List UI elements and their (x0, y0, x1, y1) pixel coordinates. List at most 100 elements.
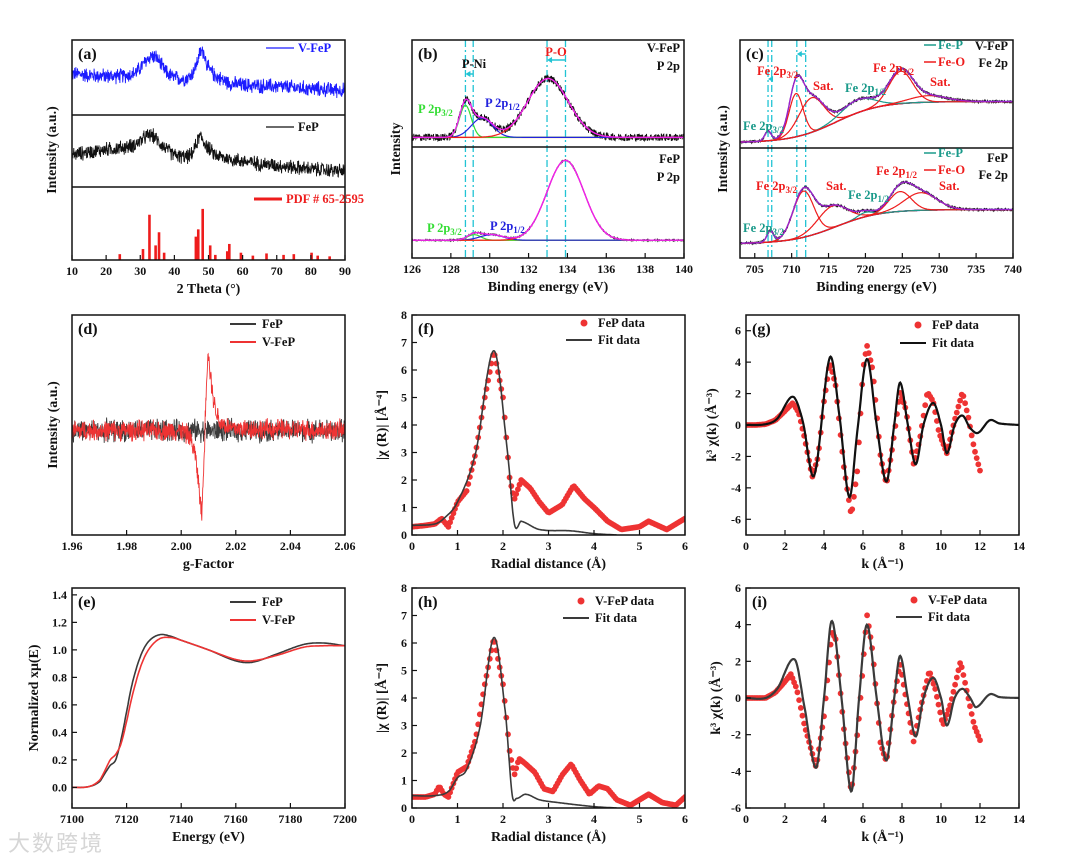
legend-label: Fe-P (938, 38, 963, 52)
x-tick-label: 134 (558, 262, 576, 276)
x-tick-label: 3 (546, 812, 552, 826)
series-line-FeP (72, 633, 345, 789)
x-tick-label: 0 (409, 812, 415, 826)
x-axis-label: k (Å⁻¹) (861, 829, 904, 845)
x-tick-label: 6 (682, 539, 688, 553)
data-point (950, 688, 957, 695)
data-point (801, 720, 807, 727)
plot-frame (71, 587, 346, 809)
plot-frame (71, 314, 346, 536)
y-tick-label: 7 (401, 609, 407, 623)
x-tick-label: 8 (899, 539, 905, 553)
x-tick-label: 126 (403, 262, 421, 276)
data-point (515, 486, 521, 493)
plot-frame (411, 39, 685, 259)
x-tick-label: 14 (1013, 812, 1025, 826)
data-point (963, 407, 970, 414)
data-point (910, 738, 917, 745)
x-tick-label: 0 (409, 539, 415, 553)
plot-frame (745, 587, 1020, 809)
x-tick-label: 10 (935, 812, 947, 826)
x-tick-label: 2 (782, 812, 788, 826)
data-point (930, 680, 937, 687)
legend-label: FeP (262, 595, 283, 609)
subplot (740, 66, 1013, 145)
data-point (975, 461, 982, 468)
data-point (945, 707, 952, 713)
x-tick-label: 2 (782, 539, 788, 553)
x-tick-label: 7200 (333, 812, 357, 826)
y-tick-label: -4 (731, 481, 741, 495)
arrow-head-icon (796, 51, 802, 57)
annotation: Sat. (939, 179, 960, 193)
annotation: Fe 2p3/2 (756, 179, 798, 195)
series-line-Fit-data (412, 349, 617, 535)
x-tick-label: 4 (591, 539, 597, 553)
x-tick-label: 20 (100, 264, 112, 278)
legend-label: FeP data (598, 316, 646, 330)
x-tick-label: 8 (899, 812, 905, 826)
subplot (72, 352, 345, 521)
y-tick-label: 6 (735, 581, 741, 595)
x-tick-label: 130 (481, 262, 499, 276)
data-point (511, 495, 518, 502)
data-point (958, 664, 965, 671)
y-tick-label: 6 (401, 363, 407, 377)
data-point (934, 693, 940, 700)
y-tick-label: 1 (401, 501, 407, 515)
plot-area (740, 40, 1013, 258)
y-tick-label: 1.4 (52, 588, 67, 602)
data-point (796, 697, 802, 703)
fit-envelope-line (412, 159, 684, 241)
data-point (957, 397, 963, 404)
x-axis-label: Energy (eV) (172, 830, 245, 845)
plot-frame (739, 39, 1014, 259)
subplot (412, 636, 685, 808)
plot-area (412, 636, 685, 808)
panel-label: (i) (752, 594, 767, 611)
annotation: Fe 2p (978, 56, 1008, 70)
data-point (937, 709, 944, 716)
data-point (962, 679, 968, 686)
panel-label: (d) (78, 321, 98, 338)
plot-frame (745, 314, 1020, 536)
y-tick-label: 5 (401, 664, 407, 678)
panel-h (411, 587, 686, 809)
y-axis-label: Intensity (a.u.) (716, 105, 731, 193)
data-point (932, 686, 939, 692)
y-tick-label: 0.8 (52, 670, 67, 684)
x-tick-label: 138 (636, 262, 654, 276)
legend-label: PDF # 65-2595 (286, 192, 364, 206)
legend-label: Fe-O (938, 55, 965, 69)
data-point (513, 491, 520, 497)
y-tick-label: 0.0 (52, 780, 67, 794)
panel-label: (g) (752, 321, 771, 338)
annotation: Sat. (813, 79, 834, 93)
x-tick-label: 725 (893, 262, 911, 276)
x-axis-label: Radial distance (Å) (491, 829, 606, 845)
data-point (960, 393, 967, 399)
x-tick-label: 90 (339, 264, 351, 278)
x-axis-label: 2 Theta (°) (177, 282, 241, 297)
annotation: Fe 2p3/2 (743, 119, 785, 135)
annotation: Fe 2p3/2 (743, 221, 785, 237)
legend-marker (580, 319, 588, 327)
x-tick-label: 0 (743, 812, 749, 826)
y-tick-label: 0 (735, 691, 741, 705)
x-tick-label: 740 (1004, 262, 1022, 276)
series-line-V-FeP (72, 352, 345, 521)
data-point (445, 794, 452, 800)
data-point (968, 711, 975, 717)
subplot (72, 128, 345, 178)
data-point (445, 523, 452, 530)
y-tick-label: -6 (731, 801, 741, 815)
x-tick-label: 7100 (60, 812, 84, 826)
series-line-Fit-data (746, 619, 1019, 794)
data-point (864, 612, 870, 619)
annotation: Fe 2p (978, 168, 1008, 182)
x-tick-label: 4 (821, 812, 827, 826)
annotation: P-O (545, 45, 567, 59)
data-point (856, 439, 862, 446)
panel-a (71, 39, 346, 261)
